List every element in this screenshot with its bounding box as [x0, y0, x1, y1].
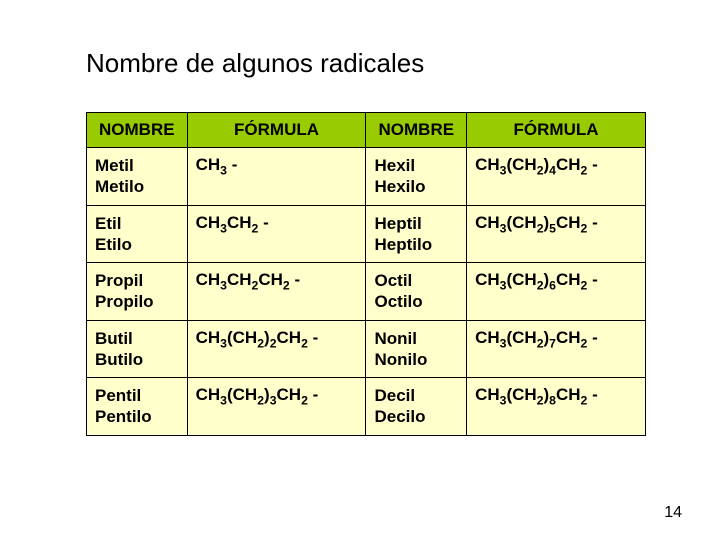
formula-cell: CH3CH2 -	[187, 205, 366, 263]
name-cell: OctilOctilo	[366, 263, 467, 321]
name-cell: ButilButilo	[87, 320, 188, 378]
header-formula-2: FÓRMULA	[467, 113, 646, 148]
formula-cell: CH3CH2CH2 -	[187, 263, 366, 321]
table-row: PropilPropiloCH3CH2CH2 -OctilOctiloCH3(C…	[87, 263, 646, 321]
header-nombre-1: NOMBRE	[87, 113, 188, 148]
name-cell: NonilNonilo	[366, 320, 467, 378]
name-cell: HeptilHeptilo	[366, 205, 467, 263]
formula-cell: CH3(CH2)5CH2 -	[467, 205, 646, 263]
header-nombre-2: NOMBRE	[366, 113, 467, 148]
name-cell: PentilPentilo	[87, 378, 188, 436]
table-row: MetilMetiloCH3 -HexilHexiloCH3(CH2)4CH2 …	[87, 148, 646, 206]
formula-cell: CH3(CH2)4CH2 -	[467, 148, 646, 206]
table-header-row: NOMBRE FÓRMULA NOMBRE FÓRMULA	[87, 113, 646, 148]
table-row: EtilEtiloCH3CH2 -HeptilHeptiloCH3(CH2)5C…	[87, 205, 646, 263]
formula-cell: CH3(CH2)6CH2 -	[467, 263, 646, 321]
name-cell: DecilDecilo	[366, 378, 467, 436]
page-number: 14	[664, 504, 682, 522]
formula-cell: CH3(CH2)3CH2 -	[187, 378, 366, 436]
name-cell: PropilPropilo	[87, 263, 188, 321]
table-row: ButilButiloCH3(CH2)2CH2 -NonilNoniloCH3(…	[87, 320, 646, 378]
formula-cell: CH3(CH2)7CH2 -	[467, 320, 646, 378]
name-cell: EtilEtilo	[87, 205, 188, 263]
table-row: PentilPentiloCH3(CH2)3CH2 -DecilDeciloCH…	[87, 378, 646, 436]
table-body: MetilMetiloCH3 -HexilHexiloCH3(CH2)4CH2 …	[87, 148, 646, 436]
formula-cell: CH3 -	[187, 148, 366, 206]
page-title: Nombre de algunos radicales	[86, 48, 424, 79]
formula-cell: CH3(CH2)2CH2 -	[187, 320, 366, 378]
header-formula-1: FÓRMULA	[187, 113, 366, 148]
radicals-table: NOMBRE FÓRMULA NOMBRE FÓRMULA MetilMetil…	[86, 112, 646, 436]
name-cell: MetilMetilo	[87, 148, 188, 206]
name-cell: HexilHexilo	[366, 148, 467, 206]
formula-cell: CH3(CH2)8CH2 -	[467, 378, 646, 436]
